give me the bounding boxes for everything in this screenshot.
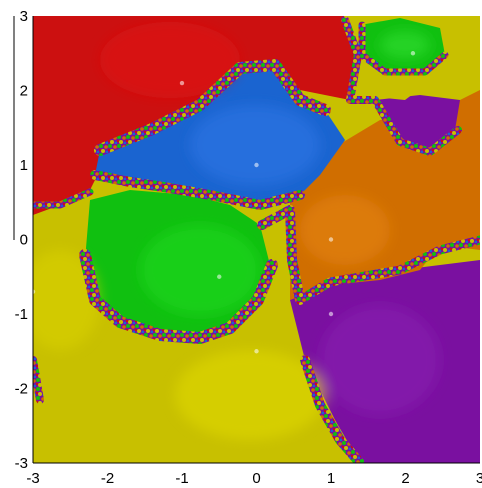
y-tick-label: 0 xyxy=(20,232,28,249)
y-tick-label: 1 xyxy=(20,157,28,174)
y-tick-label: -1 xyxy=(15,306,28,323)
x-tick-label: 2 xyxy=(401,470,409,487)
x-tick-labels: -3 -2 -1 0 1 2 3 xyxy=(26,470,482,487)
axes xyxy=(13,16,480,464)
y-tick-label: -3 xyxy=(15,455,28,472)
basin-regions xyxy=(33,16,480,463)
basin-purple-top-right-region xyxy=(375,95,460,150)
y-tick-labels: 3 2 1 0 -1 -2 -3 xyxy=(15,8,28,472)
root-marker xyxy=(254,162,259,168)
contour-shading xyxy=(33,22,440,440)
root-marker xyxy=(328,311,334,317)
x-tick-label: 3 xyxy=(476,470,482,487)
x-tick-label: -2 xyxy=(101,470,114,487)
x-tick-label: -3 xyxy=(26,470,39,487)
root-marker xyxy=(328,237,334,242)
y-tick-label: 2 xyxy=(20,83,28,100)
x-tick-label: 1 xyxy=(327,470,335,487)
fractal-boundaries xyxy=(33,16,480,463)
root-marker xyxy=(254,349,259,354)
root-marker xyxy=(217,274,222,279)
root-marker xyxy=(410,51,416,56)
x-tick-label: -1 xyxy=(175,470,188,487)
x-tick-label: 0 xyxy=(252,470,260,487)
basin-yellow-top-right-region xyxy=(365,72,425,100)
y-tick-label: -2 xyxy=(15,381,28,398)
y-tick-label: 3 xyxy=(20,8,28,25)
root-marker xyxy=(179,80,185,86)
